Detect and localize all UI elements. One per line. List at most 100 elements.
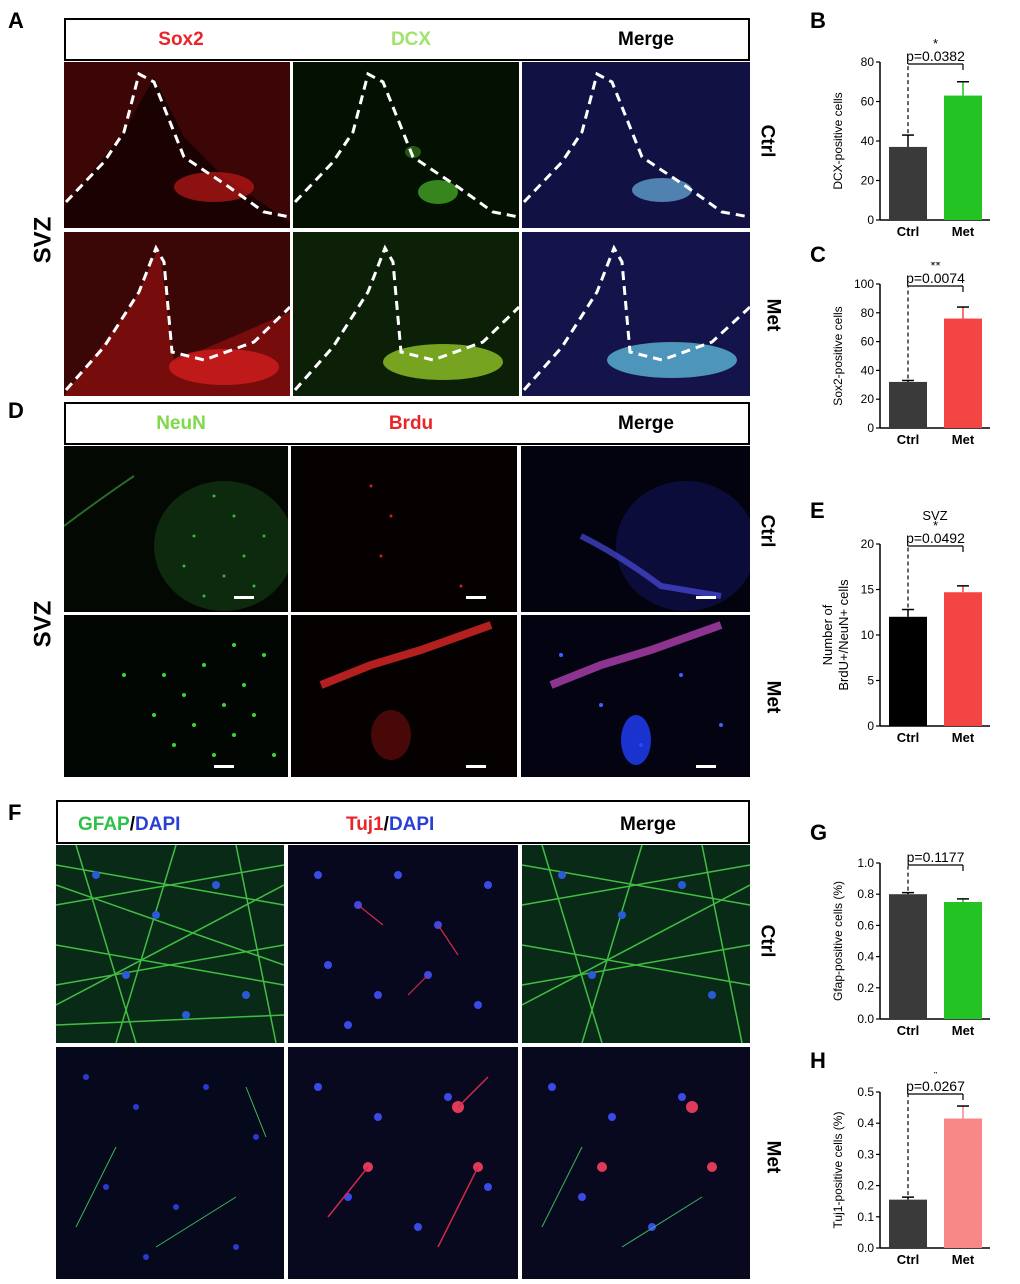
- x-tick-label: Ctrl: [897, 1023, 919, 1038]
- met-label-d: Met: [762, 680, 784, 714]
- chart-b: 0 20 40 60 80 Ctrl Met p=0.0382* DCX-positive ce…: [831, 36, 990, 239]
- x-tick-label: Met: [952, 224, 975, 239]
- p-value-label: p=0.0267: [906, 1078, 965, 1094]
- bar-met: [944, 902, 982, 1019]
- y-tick-label: 40: [861, 363, 875, 377]
- bar-met: [944, 95, 982, 220]
- bar-ctrl: [889, 616, 927, 726]
- merge-label-f: Merge: [620, 814, 676, 835]
- y-tick-label: 0.3: [857, 1147, 874, 1161]
- merge-met-image-a: [522, 232, 750, 396]
- y-tick-label: 10: [861, 628, 875, 642]
- panel-letter-h: H: [810, 1048, 826, 1073]
- dapi-label-1: DAPI: [135, 814, 181, 835]
- y-tick-label: 0.1: [857, 1210, 874, 1224]
- x-tick-label: Met: [952, 730, 975, 745]
- merge-ctrl-image-f: [522, 845, 750, 1043]
- merge-label-d: Merge: [618, 413, 674, 434]
- merge-label-a: Merge: [618, 29, 674, 50]
- y-axis-label: Gfap-positive cells (%): [831, 881, 845, 1001]
- dcx-met-image: [293, 232, 519, 396]
- y-tick-label: 0.2: [857, 1179, 874, 1193]
- met-label-f: Met: [762, 1140, 784, 1174]
- y-tick-label: 100: [854, 277, 874, 291]
- bar-ctrl: [889, 894, 927, 1019]
- tuj1-met-image: [288, 1047, 518, 1279]
- y-tick-label: 20: [861, 392, 875, 406]
- y-tick-label: 60: [861, 95, 875, 109]
- significance-stars: **: [930, 262, 940, 273]
- dcx-label: DCX: [390, 29, 432, 50]
- brdu-label: Brdu: [388, 413, 434, 434]
- bar-met: [944, 592, 982, 726]
- x-tick-label: Met: [952, 1252, 975, 1267]
- y-axis-label: DCX-positive cells: [831, 92, 845, 189]
- sox2-ctrl-image: [64, 62, 290, 228]
- sox2-met-image: [64, 232, 290, 396]
- chart-h: 0.0 0.1 0.2 0.3 0.4 0.5 Ctrl Met p=0.0267* Tuj1-p…: [831, 1072, 990, 1267]
- y-tick-label: 0.8: [857, 887, 874, 901]
- x-tick-label: Met: [952, 432, 975, 447]
- y-tick-label: 15: [861, 583, 875, 597]
- svz-label-d: SVZ: [29, 600, 57, 648]
- panel-letter-a: A: [8, 8, 24, 33]
- p-value-label: p=0.0074: [906, 270, 965, 286]
- neun-ctrl-image: [64, 446, 288, 612]
- y-tick-label: 0.4: [857, 1116, 874, 1130]
- panel-letter-f: F: [8, 800, 22, 825]
- y-tick-label: 20: [861, 174, 875, 188]
- merge-ctrl-image-a: [522, 62, 750, 228]
- dcx-ctrl-image: [293, 62, 519, 228]
- gfap-ctrl-image: [56, 845, 284, 1043]
- significance-stars: *: [933, 1072, 938, 1081]
- panel-a-header: Sox2 DCX Merge: [64, 18, 750, 61]
- tuj1-label: Tuj1: [346, 814, 384, 835]
- p-value-label: p=0.0382: [906, 48, 965, 64]
- y-tick-label: 0.4: [857, 950, 874, 964]
- panel-letter-d: D: [8, 398, 24, 423]
- merge-ctrl-image-d: [521, 446, 750, 612]
- panel-d-header: NeuN Brdu Merge: [64, 402, 750, 445]
- ctrl-label-f: Ctrl: [756, 924, 778, 958]
- chart-g: 0.0 0.2 0.4 0.6 0.8 1.0 Ctrl Met p=0.1177 Gfap-po…: [831, 849, 990, 1038]
- x-tick-label: Ctrl: [897, 730, 919, 745]
- y-tick-label: 1.0: [857, 856, 874, 870]
- x-tick-label: Ctrl: [897, 432, 919, 447]
- chart-title: SVZ: [922, 508, 947, 523]
- y-tick-label: 0.6: [857, 918, 874, 932]
- panel-letter-c: C: [810, 242, 826, 267]
- y-tick-label: 40: [861, 134, 875, 148]
- ctrl-label-a: Ctrl: [756, 124, 778, 158]
- gfap-label: GFAP: [78, 814, 130, 835]
- p-value-label: p=0.1177: [907, 849, 965, 865]
- y-tick-label: 80: [861, 55, 875, 69]
- y-axis-label: Sox2-positive cells: [831, 306, 845, 405]
- chart-e: 0 5 10 15 20 Ctrl Met p=0.0492*SVZ Number of BrdU…: [820, 508, 990, 745]
- merge-met-image-f: [522, 1047, 750, 1279]
- y-tick-label: 0.5: [857, 1085, 874, 1099]
- sox2-label: Sox2: [158, 29, 204, 50]
- x-tick-label: Ctrl: [897, 1252, 919, 1267]
- y-axis-label: Tuj1-positive cells (%): [831, 1112, 845, 1229]
- y-tick-label: 20: [861, 537, 875, 551]
- bar-met: [944, 1118, 982, 1248]
- y-axis-label-line2: BrdU+/NeuN+ cells: [836, 579, 851, 691]
- panel-letter-g: G: [810, 820, 828, 845]
- brdu-met-image: [291, 615, 517, 777]
- brdu-ctrl-image: [291, 446, 517, 612]
- significance-stars: *: [933, 518, 938, 533]
- bar-ctrl: [889, 146, 927, 220]
- gfap-met-image: [56, 1047, 284, 1279]
- merge-met-image-d: [521, 615, 750, 777]
- y-tick-label: 0: [867, 421, 874, 435]
- bar-ctrl: [889, 1199, 927, 1248]
- tuj1-ctrl-image: [288, 845, 518, 1043]
- ctrl-label-d: Ctrl: [756, 514, 778, 548]
- bar-met: [944, 318, 982, 428]
- neun-met-image: [64, 615, 288, 777]
- svz-label-a: SVZ: [29, 216, 57, 264]
- x-tick-label: Met: [952, 1023, 975, 1038]
- y-tick-label: 0.2: [857, 981, 874, 995]
- y-tick-label: 0.0: [857, 1012, 874, 1026]
- panel-f-header: GFAP/DAPI Tuj1/DAPI Merge: [56, 800, 750, 844]
